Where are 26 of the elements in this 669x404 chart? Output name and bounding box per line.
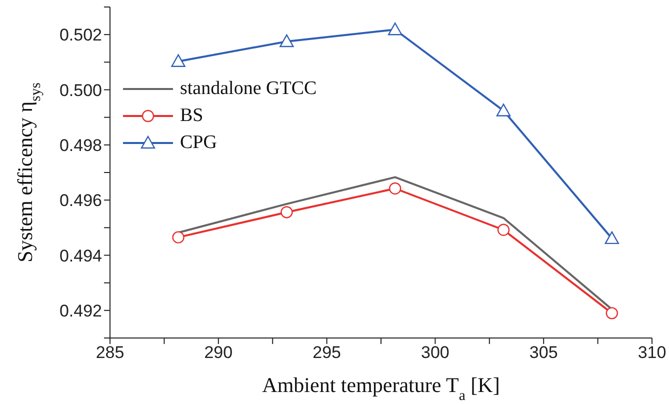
x-axis-title: Ambient temperature T$_{a}$ [K] — [262, 373, 500, 404]
point — [496, 104, 511, 116]
point — [171, 54, 186, 67]
x-tick-label: 290 — [204, 343, 233, 362]
x-tick-label: 310 — [638, 343, 666, 362]
x-tick-label: 285 — [96, 343, 124, 362]
legend-label: standalone GTCC — [180, 78, 317, 100]
point — [280, 206, 293, 218]
y-tick-label: 0.494 — [59, 246, 102, 266]
legend-label: CPG — [180, 132, 217, 154]
x-tick-label: 305 — [529, 343, 558, 362]
y-tick-label: 0.498 — [59, 136, 102, 155]
point — [388, 22, 402, 36]
point — [280, 34, 294, 48]
x-tick-label: 295 — [312, 343, 341, 362]
y-tick-label: 0.492 — [59, 301, 102, 320]
point — [497, 224, 510, 236]
y-tick-label: 0.496 — [59, 191, 102, 210]
legend-label: BS — [180, 104, 204, 126]
point — [172, 231, 184, 244]
y-tick-label: 0.502 — [59, 26, 102, 45]
point — [388, 182, 402, 195]
point — [604, 231, 619, 244]
x-tick-label: 300 — [421, 343, 450, 362]
point — [606, 307, 618, 320]
y-tick-label: 0.500 — [59, 80, 102, 100]
